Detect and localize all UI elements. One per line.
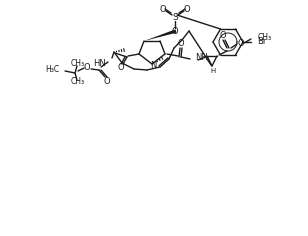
Text: O: O	[118, 63, 124, 72]
Text: O: O	[220, 30, 226, 39]
Text: O: O	[84, 63, 90, 72]
Text: CH₃: CH₃	[71, 59, 85, 67]
Text: HN: HN	[93, 59, 106, 67]
Text: S: S	[172, 13, 178, 21]
Text: O: O	[172, 26, 178, 35]
Text: Br: Br	[257, 38, 266, 46]
Text: CH₃: CH₃	[71, 77, 85, 87]
Text: CH₃: CH₃	[258, 34, 272, 42]
Text: NH: NH	[195, 52, 208, 62]
Text: O: O	[160, 5, 166, 14]
Text: H₃C: H₃C	[45, 64, 59, 73]
Text: O: O	[184, 5, 190, 14]
Text: H: H	[210, 68, 216, 74]
Text: O: O	[238, 38, 244, 47]
Text: O: O	[104, 76, 110, 85]
Polygon shape	[144, 29, 176, 41]
Text: N: N	[150, 62, 156, 71]
Text: O: O	[178, 39, 184, 49]
